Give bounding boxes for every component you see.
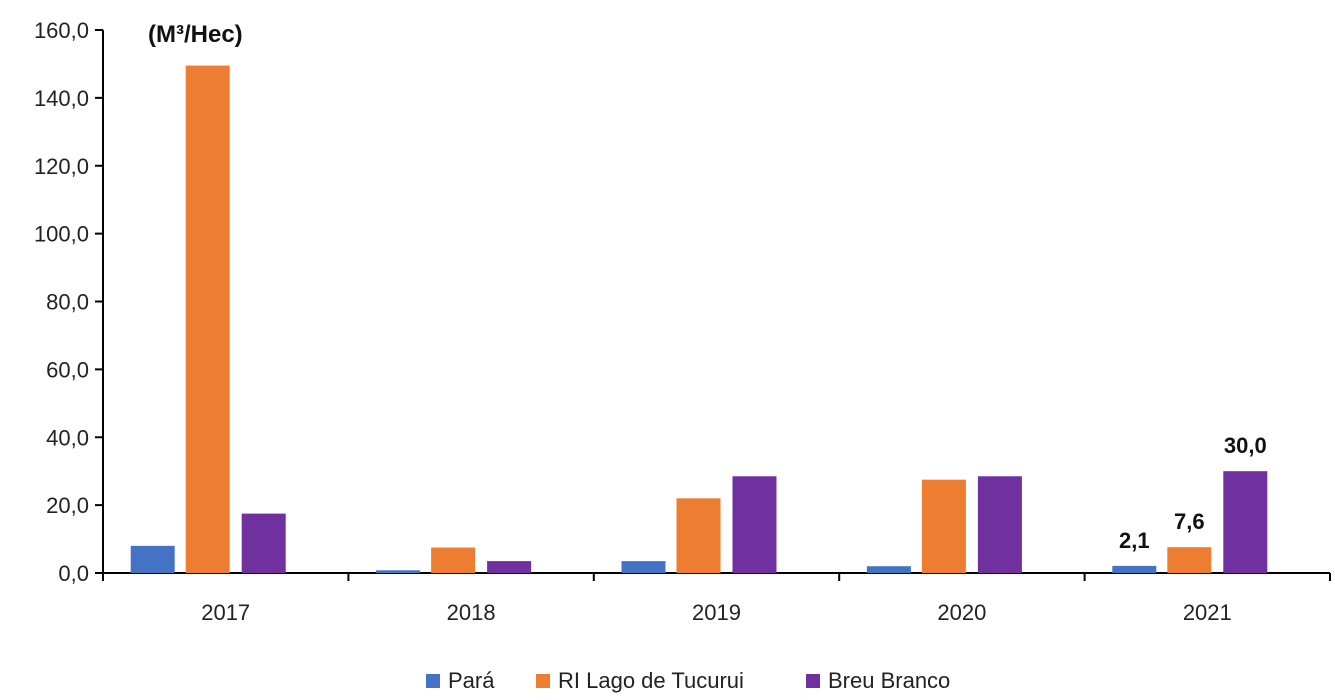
x-tick-label: 2018 (447, 600, 496, 625)
bar (676, 498, 721, 573)
y-tick-label: 160,0 (34, 18, 89, 43)
bars (130, 65, 1268, 574)
y-tick-label: 80,0 (46, 290, 89, 315)
bar (130, 545, 175, 573)
x-tick-label: 2017 (201, 600, 250, 625)
y-tick-label: 60,0 (46, 357, 89, 382)
legend-swatch (806, 674, 820, 688)
bar (921, 479, 966, 573)
legend: Pará RI Lago de Tucurui Breu Branco (426, 668, 950, 693)
bar (376, 570, 421, 573)
legend-swatch (426, 674, 440, 688)
y-tick-label: 120,0 (34, 154, 89, 179)
bar (487, 561, 532, 573)
data-label: 30,0 (1224, 433, 1267, 458)
y-tick-label: 100,0 (34, 222, 89, 247)
legend-label: Pará (448, 668, 495, 693)
bar (866, 566, 911, 573)
y-tick-label: 140,0 (34, 86, 89, 111)
x-tick-label: 2019 (692, 600, 741, 625)
y-tick-label: 0,0 (58, 561, 89, 586)
x-tick-label: 2021 (1183, 600, 1232, 625)
legend-swatch (536, 674, 550, 688)
bar (185, 65, 230, 574)
unit-label: (M³/Hec) (148, 21, 243, 48)
bar (241, 513, 286, 573)
bar (732, 476, 777, 573)
bar (621, 561, 666, 573)
y-tick-label: 40,0 (46, 425, 89, 450)
legend-label: RI Lago de Tucurui (558, 668, 744, 693)
bar (1223, 471, 1268, 573)
y-axis: 0,0 20,0 40,0 60,0 80,0 100,0 120,0 140,0 160,0 (34, 18, 104, 586)
data-label: 7,6 (1174, 509, 1205, 534)
data-labels: 2,1 7,6 30,0 (1119, 433, 1267, 553)
bar (977, 476, 1022, 573)
bar (1112, 565, 1157, 573)
bar (431, 547, 476, 573)
x-tick-label: 2020 (937, 600, 986, 625)
legend-label: Breu Branco (828, 668, 950, 693)
x-axis: 2017 2018 2019 2020 2021 (102, 572, 1331, 625)
data-label: 2,1 (1119, 528, 1150, 553)
bar (1167, 547, 1212, 573)
y-tick-label: 20,0 (46, 493, 89, 518)
